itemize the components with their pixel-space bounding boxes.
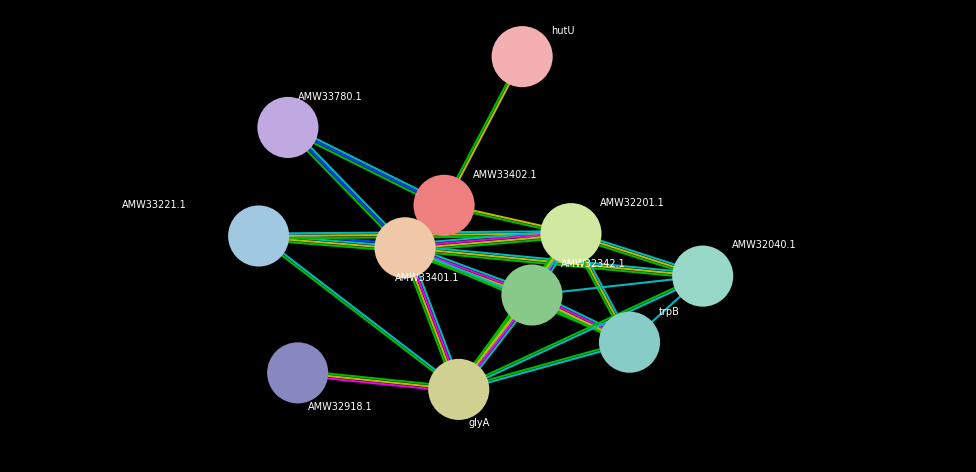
- Circle shape: [228, 205, 289, 267]
- Text: AMW33401.1: AMW33401.1: [395, 273, 460, 284]
- Text: AMW32040.1: AMW32040.1: [732, 240, 796, 251]
- Text: hutU: hutU: [551, 25, 575, 36]
- Text: AMW32918.1: AMW32918.1: [307, 402, 372, 412]
- Text: AMW33402.1: AMW33402.1: [473, 169, 538, 180]
- Text: AMW32342.1: AMW32342.1: [561, 259, 626, 270]
- Circle shape: [258, 97, 318, 158]
- Circle shape: [267, 342, 328, 404]
- Text: AMW32201.1: AMW32201.1: [600, 198, 665, 208]
- Circle shape: [414, 175, 474, 236]
- Circle shape: [375, 217, 435, 278]
- Circle shape: [541, 203, 601, 264]
- Circle shape: [492, 26, 552, 87]
- Circle shape: [672, 245, 733, 307]
- Text: trpB: trpB: [659, 306, 679, 317]
- Text: glyA: glyA: [468, 418, 490, 429]
- Text: AMW33221.1: AMW33221.1: [122, 200, 186, 211]
- Text: AMW33780.1: AMW33780.1: [298, 92, 362, 102]
- Circle shape: [502, 264, 562, 326]
- Circle shape: [428, 359, 489, 420]
- Circle shape: [599, 312, 660, 373]
